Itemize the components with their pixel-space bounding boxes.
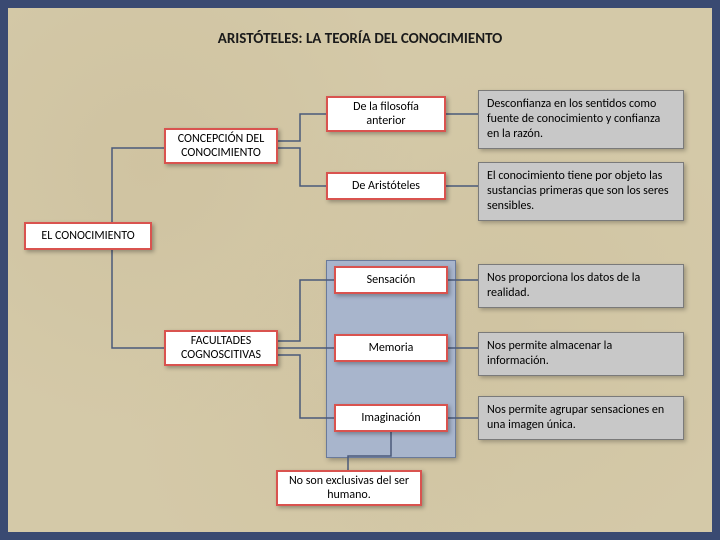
node-imaginacion: Imaginación [334,404,448,432]
node-label: CONCEPCIÓN DEL CONOCIMIENTO [172,132,270,161]
desc-filosofia: Desconfianza en los sentidos como fuente… [478,90,684,149]
desc-text: Nos permite almacenar la información. [487,339,612,368]
node-concepcion: CONCEPCIÓN DEL CONOCIMIENTO [164,128,278,164]
node-filosofia: De la filosofía anterior [326,96,446,132]
canvas: ARISTÓTELES: LA TEORÍA DEL CONOCIMIENTO [8,8,712,532]
node-label: Memoria [369,341,414,355]
desc-sensacion: Nos proporciona los datos de la realidad… [478,264,684,308]
node-label: De Aristóteles [352,179,420,193]
node-root: EL CONOCIMIENTO [24,222,152,250]
desc-text: El conocimiento tiene por objeto las sus… [487,169,669,213]
node-memoria: Memoria [334,334,448,362]
desc-text: Nos permite agrupar sensaciones en una i… [487,403,664,432]
desc-text: Nos proporciona los datos de la realidad… [487,271,640,300]
desc-aristoteles: El conocimiento tiene por objeto las sus… [478,162,684,221]
desc-imaginacion: Nos permite agrupar sensaciones en una i… [478,396,684,440]
desc-text: Desconfianza en los sentidos como fuente… [487,97,660,141]
desc-memoria: Nos permite almacenar la información. [478,332,684,376]
node-facultades: FACULTADES COGNOSCITIVAS [164,330,278,366]
node-aristoteles: De Aristóteles [326,172,446,200]
node-label: Imaginación [361,411,420,425]
node-sensacion: Sensación [334,266,448,294]
node-label: FACULTADES COGNOSCITIVAS [172,334,270,363]
node-label: EL CONOCIMIENTO [41,229,134,243]
node-label: De la filosofía anterior [334,100,438,129]
node-label: No son exclusivas del ser humano. [284,474,414,503]
diagram-title: ARISTÓTELES: LA TEORÍA DEL CONOCIMIENTO [8,30,712,48]
node-label: Sensación [367,273,416,287]
node-nota: No son exclusivas del ser humano. [276,470,422,506]
